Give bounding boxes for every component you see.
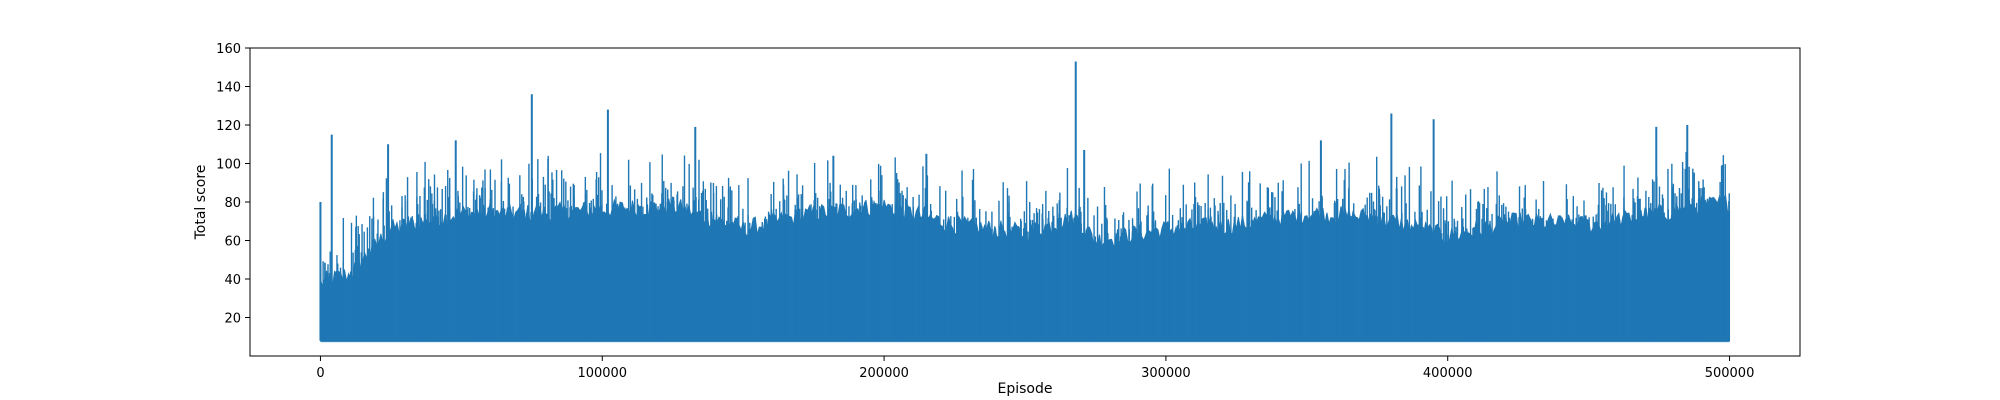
y-axis-label: Total score xyxy=(193,165,209,241)
x-tick-label: 0 xyxy=(316,366,324,381)
x-axis: 0 100000 200000 300000 400000 500000 xyxy=(316,356,1754,381)
x-tick-label: 300000 xyxy=(1141,366,1191,381)
y-tick-label: 40 xyxy=(224,273,241,288)
x-tick-label: 100000 xyxy=(577,366,627,381)
y-tick-label: 20 xyxy=(224,312,241,327)
y-tick-label: 140 xyxy=(216,81,241,96)
y-tick-label: 80 xyxy=(224,196,241,211)
x-axis-label: Episode xyxy=(998,381,1053,397)
y-tick-label: 120 xyxy=(216,119,241,134)
x-tick-label: 400000 xyxy=(1423,366,1473,381)
x-tick-label: 200000 xyxy=(859,366,909,381)
y-tick-label: 100 xyxy=(216,158,241,173)
y-axis: 20 40 60 80 100 120 140 160 xyxy=(216,42,250,327)
y-tick-label: 160 xyxy=(216,42,241,57)
y-tick-label: 60 xyxy=(224,235,241,250)
series-layer xyxy=(319,61,1731,343)
x-tick-label: 500000 xyxy=(1705,366,1755,381)
